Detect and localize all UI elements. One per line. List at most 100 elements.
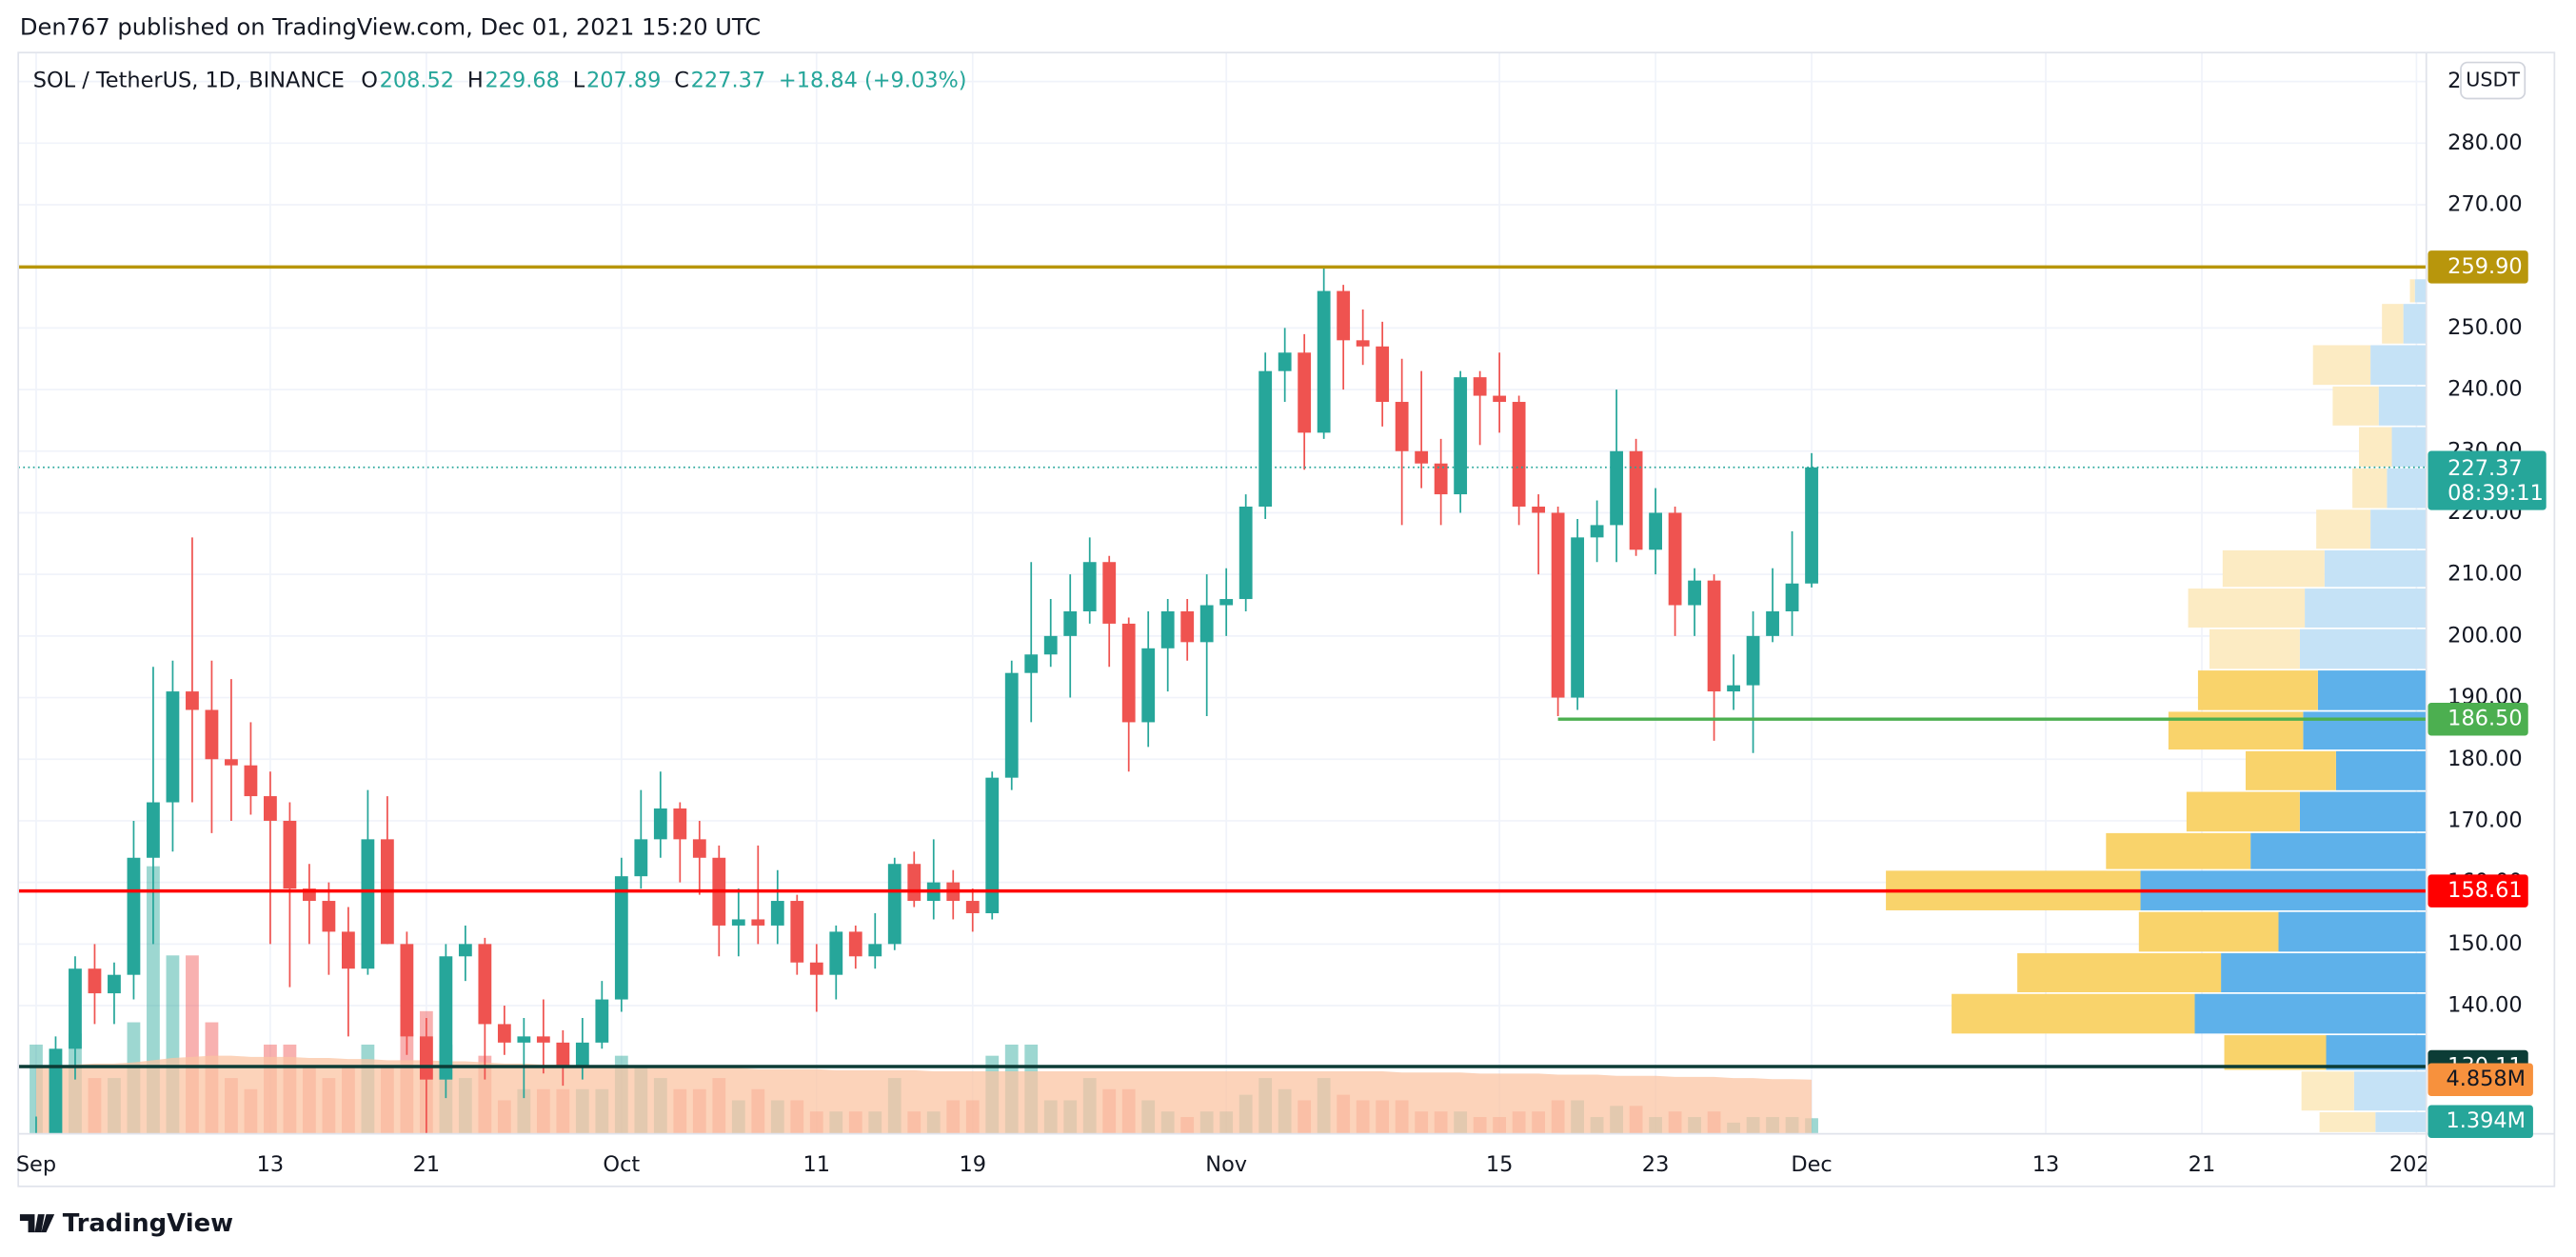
level-label-box (2427, 702, 2528, 736)
y-tick-label: 210.00 (2447, 562, 2522, 587)
profile-up (2414, 279, 2427, 303)
x-tick-label: 13 (2032, 1152, 2060, 1177)
candle-body (1415, 450, 1429, 464)
candle-body (1434, 463, 1448, 495)
profile-down (2168, 711, 2304, 750)
y-tick-label: 180.00 (2447, 747, 2522, 771)
price-labels: 259.90186.50158.61130.11227.3708:39:114.… (2427, 250, 2546, 1138)
y-tick-label: 280.00 (2447, 130, 2522, 155)
profile-up (2299, 791, 2427, 832)
profile-down (2222, 549, 2325, 588)
candle-body (361, 839, 375, 969)
candle-body (673, 808, 687, 840)
candle-body (1688, 580, 1701, 606)
profile-up (2326, 1035, 2427, 1070)
x-tick-label: 21 (413, 1152, 441, 1177)
frame (17, 51, 2556, 1187)
x-tick-label: Oct (603, 1152, 640, 1177)
candle-body (809, 962, 823, 975)
profile-down (2352, 468, 2388, 509)
candle-body (127, 857, 141, 975)
profile-up (2194, 993, 2427, 1034)
profile-down (2106, 832, 2251, 869)
candle-body (595, 999, 609, 1043)
profile-down (2186, 791, 2300, 832)
candle-body (1258, 370, 1273, 508)
profile-up (2335, 750, 2427, 790)
profile-down (2382, 304, 2404, 344)
candle-body (614, 876, 628, 1000)
candle-body (1024, 654, 1039, 673)
candle-body (1180, 610, 1195, 643)
candle-body (770, 901, 784, 926)
profile-up (2324, 549, 2427, 588)
candle-body (1493, 395, 1507, 403)
candle-body (848, 931, 862, 957)
x-tick-label: Sep (16, 1152, 56, 1177)
ohlc-value: 208.52 (380, 68, 454, 92)
candle-body (751, 919, 765, 926)
candle-body (1141, 648, 1156, 723)
profile-down (2301, 1071, 2354, 1111)
candle-body (1082, 562, 1097, 611)
symbol: SOL / TetherUS, 1D, BINANCE (33, 68, 345, 92)
candle-body (341, 931, 355, 969)
ohlc-value: 227.37 (691, 68, 765, 92)
profile-up (2370, 345, 2427, 386)
profile-down (2319, 1111, 2376, 1132)
countdown: 08:39:11 (2447, 481, 2544, 506)
y-tick-label: 240.00 (2447, 377, 2522, 402)
logo-icon (19, 1214, 55, 1233)
y-tick-label: 140.00 (2447, 993, 2522, 1018)
profile-down (2332, 386, 2379, 426)
candle-body (653, 808, 667, 840)
x-tick-label: Dec (1791, 1152, 1832, 1177)
x-tick-label: 2022 (2389, 1152, 2444, 1177)
candle-body (517, 1036, 531, 1043)
candle-body (186, 691, 199, 710)
x-tick-label: Nov (1205, 1152, 1247, 1177)
profile-down (2245, 750, 2336, 790)
volume-ma-area (35, 1055, 1813, 1134)
ohlc-letter: C (674, 68, 689, 92)
current-price-label: 227.37 (2447, 456, 2522, 481)
x-tick-label: 21 (2189, 1152, 2216, 1177)
candle-body (1610, 450, 1623, 526)
profile-up (2375, 1111, 2427, 1132)
candle-body (49, 1048, 63, 1134)
current-price-box (2427, 450, 2546, 510)
candles (35, 266, 1818, 1134)
candle-body (1219, 599, 1234, 606)
profile-up (2353, 1071, 2427, 1111)
currency-label[interactable]: USDT (2466, 69, 2520, 91)
candle-body (556, 1042, 570, 1067)
candle-body (205, 709, 219, 760)
level-label-box (2427, 250, 2528, 284)
candle-body (1454, 377, 1468, 495)
candle-body (829, 931, 843, 975)
profile-up (2299, 628, 2427, 669)
symbol-legend: SOL / TetherUS, 1D, BINANCE O 208.52 H 229.6… (33, 68, 967, 92)
profile-down (2197, 670, 2318, 710)
profile-down (2224, 1035, 2327, 1070)
candle-body (692, 839, 706, 858)
profile-down (2359, 427, 2392, 468)
candle-body (1199, 605, 1214, 643)
candle-body (1668, 512, 1682, 606)
candle-body (1571, 537, 1585, 698)
candle-body (1785, 583, 1799, 611)
profile-down (2138, 911, 2279, 952)
candle-body (439, 956, 453, 1080)
candle-body (1102, 562, 1117, 624)
profile-up (2305, 589, 2427, 628)
change: +18.84 (+9.03%) (779, 68, 967, 92)
candle-body (868, 944, 882, 957)
publish-header: Den767 published on TradingView.com, Dec… (20, 13, 761, 40)
volume-box (2427, 1105, 2533, 1138)
currency-button[interactable] (2460, 61, 2526, 100)
candle-body (1629, 450, 1643, 550)
time-axis: Sep 13 21 Oct 11 19 Nov 15 23 Dec 13 21 2022 (16, 1152, 2444, 1177)
candle-body (419, 1036, 433, 1080)
candle-body (1356, 340, 1370, 347)
